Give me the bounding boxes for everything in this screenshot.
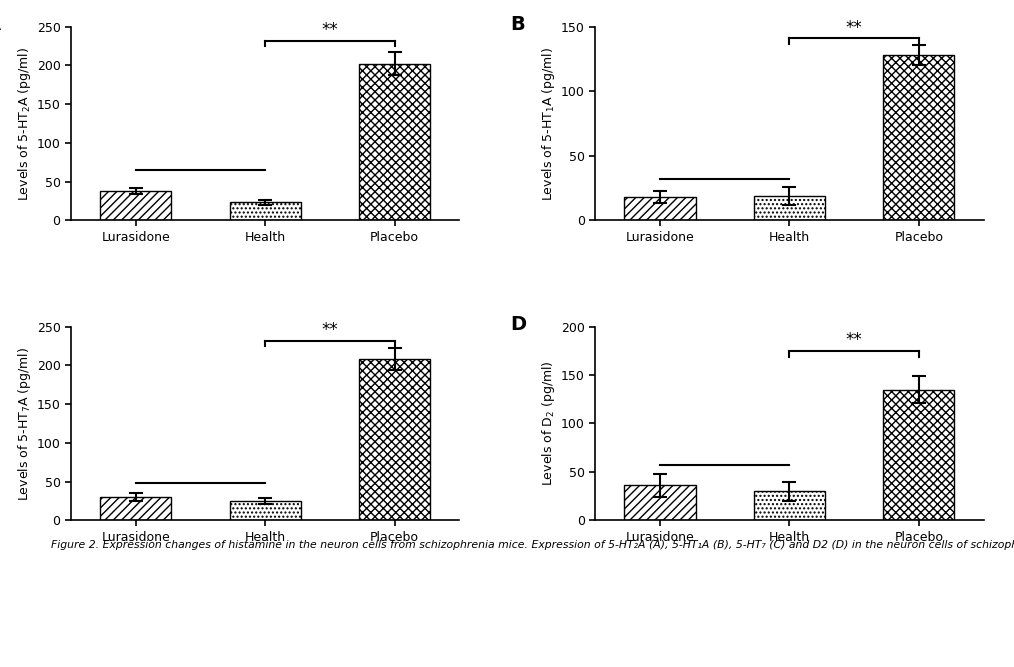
Text: B: B <box>510 15 524 34</box>
Text: Figure 2. Expression changes of histamine in the neuron cells from schizophrenia: Figure 2. Expression changes of histamin… <box>51 540 1014 550</box>
Bar <box>625 197 696 220</box>
Bar <box>753 491 825 520</box>
Text: **: ** <box>846 19 863 37</box>
Text: **: ** <box>321 21 339 39</box>
Text: D: D <box>510 315 526 334</box>
Y-axis label: Levels of 5-HT$_1$A (pg/ml): Levels of 5-HT$_1$A (pg/ml) <box>539 47 557 201</box>
Text: **: ** <box>846 331 863 350</box>
Bar <box>359 64 430 220</box>
Y-axis label: Levels of D$_2$ (pg/ml): Levels of D$_2$ (pg/ml) <box>539 361 557 486</box>
Bar <box>100 497 171 520</box>
Bar <box>883 390 954 520</box>
Bar <box>883 55 954 220</box>
Bar <box>753 195 825 220</box>
Bar <box>625 486 696 520</box>
Bar <box>100 191 171 220</box>
Y-axis label: Levels of 5-HT$_7$A (pg/ml): Levels of 5-HT$_7$A (pg/ml) <box>15 346 32 500</box>
Bar <box>359 360 430 520</box>
Bar <box>229 202 301 220</box>
Text: **: ** <box>321 321 339 339</box>
Bar <box>229 501 301 520</box>
Y-axis label: Levels of 5-HT$_2$A (pg/ml): Levels of 5-HT$_2$A (pg/ml) <box>15 47 32 201</box>
